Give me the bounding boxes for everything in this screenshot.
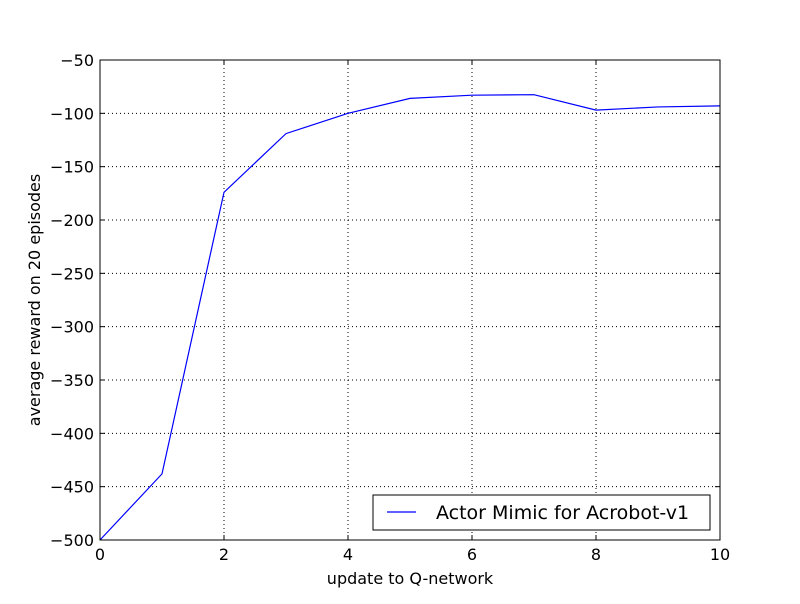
y-tick-label-3: −200 (50, 211, 94, 230)
x-tick-label-3: 6 (467, 545, 477, 564)
axis-tick-labels: 0 2 4 6 8 10 −50 −100 −150 −200 −250 −300 −350 −400 −4… (50, 51, 730, 564)
y-tick-label-9: −500 (50, 531, 94, 550)
legend: Actor Mimic for Acrobot-v1 (372, 494, 711, 531)
axis-ticks (99, 59, 721, 541)
grid-lines (100, 60, 720, 540)
x-tick-label-0: 0 (95, 545, 105, 564)
y-tick-label-8: −450 (50, 478, 94, 497)
y-tick-label-2: −150 (50, 158, 94, 177)
y-axis-label: average reward on 20 episodes (25, 174, 44, 426)
y-tick-label-7: −400 (50, 424, 94, 443)
x-tick-label-1: 2 (219, 545, 229, 564)
y-tick-label-0: −50 (60, 51, 94, 70)
legend-label: Actor Mimic for Acrobot-v1 (436, 502, 689, 524)
series-line-0 (99, 94, 721, 541)
x-tick-label-5: 10 (710, 545, 730, 564)
y-tick-label-1: −100 (50, 104, 94, 123)
y-tick-label-5: −300 (50, 318, 94, 337)
plot-frame (99, 59, 721, 541)
y-tick-label-6: −350 (50, 371, 94, 390)
x-axis-label: update to Q-network (327, 569, 494, 588)
x-tick-label-4: 8 (591, 545, 601, 564)
y-tick-label-4: −250 (50, 264, 94, 283)
x-tick-label-2: 4 (343, 545, 353, 564)
series-lines (99, 94, 721, 541)
legend-box (372, 494, 711, 531)
